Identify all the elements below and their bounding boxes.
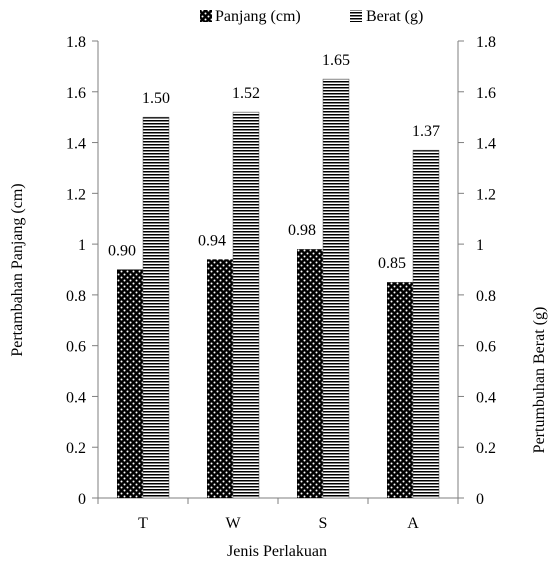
y-tick-label-right: 1.8	[476, 34, 496, 51]
y-tick-label-right: 1	[476, 237, 484, 254]
y-tick-label-left: 1.2	[66, 186, 86, 203]
legend-label-berat: Berat (g)	[366, 8, 423, 25]
y-tick-label-right: 1.6	[476, 85, 496, 102]
x-axis-title: Jenis Perlakuan	[227, 543, 327, 560]
data-label-panjang-t: 0.90	[108, 243, 136, 260]
y-tick-label-left: 0	[78, 491, 86, 508]
legend-item-berat: Berat (g)	[350, 8, 423, 25]
bars: 0.90 1.50 0.94 1.52 0.98 1.65 0.85 1.37	[108, 52, 440, 499]
x-tick-label-a: A	[407, 515, 419, 532]
y-tick-label-left: 0.6	[66, 339, 86, 356]
data-label-panjang-w: 0.94	[198, 232, 226, 249]
data-label-berat-t: 1.50	[142, 90, 170, 107]
bar-panjang-w	[207, 259, 233, 498]
legend: Panjang (cm) Berat (g)	[200, 8, 423, 25]
y-tick-label-left: 1.4	[66, 136, 86, 153]
y-tick-label-left: 0.2	[66, 440, 86, 457]
y-tick-label-left: 0.4	[66, 389, 86, 406]
bar-panjang-t	[117, 269, 143, 498]
y-tick-label-left: 1	[78, 237, 86, 254]
y-tick-label-left: 0.8	[66, 288, 86, 305]
x-tick-label-s: S	[319, 515, 328, 532]
data-label-panjang-s: 0.98	[288, 222, 316, 239]
legend-swatch-panjang	[200, 10, 212, 22]
bar-berat-w	[232, 111, 260, 499]
y-tick-label-right: 0.4	[476, 389, 496, 406]
bar-berat-a	[412, 149, 440, 499]
bar-berat-t	[142, 116, 170, 499]
axes: 0 0 0.2 0.2 0.4 0.4 0.6 0.6 0.8 0.8 1 1 1.2 1.2 1.4 1.4…	[66, 34, 496, 532]
y-tick-label-right: 0	[476, 491, 484, 508]
x-tick-label-w: W	[225, 515, 241, 532]
data-label-berat-w: 1.52	[232, 85, 260, 102]
legend-label-panjang: Panjang (cm)	[215, 8, 301, 25]
legend-item-panjang: Panjang (cm)	[200, 8, 301, 25]
data-label-panjang-a: 0.85	[378, 255, 406, 272]
data-label-berat-a: 1.37	[412, 123, 440, 140]
x-tick-label-t: T	[138, 515, 148, 532]
y-tick-label-right: 1.4	[476, 136, 496, 153]
legend-swatch-berat	[350, 10, 362, 22]
y-axis-right-title: Pertumbuhan Berat (g)	[531, 307, 548, 454]
y-axis-left-title: Pertambahan Panjang (cm)	[9, 183, 26, 356]
bar-berat-s	[322, 78, 350, 499]
y-tick-label-right: 0.8	[476, 288, 496, 305]
data-label-berat-s: 1.65	[322, 52, 350, 69]
y-tick-label-right: 1.2	[476, 186, 496, 203]
y-tick-label-right: 0.6	[476, 339, 496, 356]
bar-panjang-a	[387, 282, 413, 498]
y-tick-label-left: 1.8	[66, 34, 86, 51]
bar-panjang-s	[297, 249, 323, 498]
y-tick-label-left: 1.6	[66, 85, 86, 102]
y-tick-label-right: 0.2	[476, 440, 496, 457]
